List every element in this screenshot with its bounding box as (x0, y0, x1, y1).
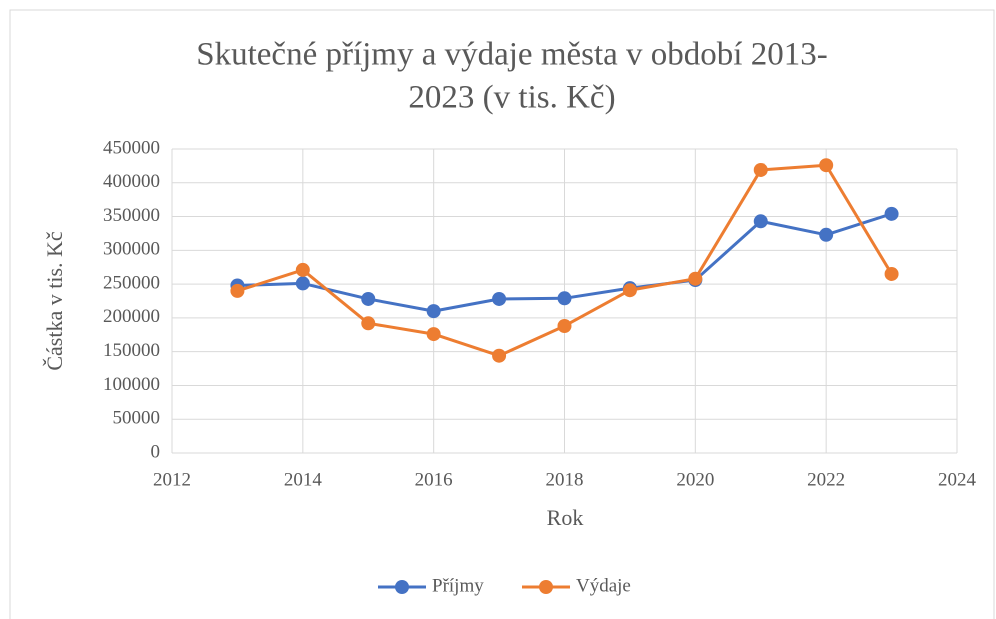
chart-frame (9, 9, 995, 619)
x-tick-label: 2022 (807, 469, 845, 490)
marker (426, 327, 441, 342)
y-tick-label: 350000 (103, 205, 160, 226)
x-tick-label: 2018 (546, 469, 584, 490)
legend-marker (395, 580, 409, 594)
x-tick-label: 2012 (153, 469, 191, 490)
marker (295, 276, 310, 291)
marker (557, 291, 572, 306)
marker (753, 214, 768, 229)
marker (230, 283, 245, 298)
marker (622, 283, 637, 298)
chart-title: Skutečné příjmy a výdaje města v období … (196, 37, 827, 73)
y-tick-label: 300000 (103, 239, 160, 260)
y-tick-label: 0 (151, 441, 161, 462)
y-tick-label: 100000 (103, 374, 160, 395)
x-tick-label: 2020 (676, 469, 714, 490)
y-tick-label: 200000 (103, 306, 160, 327)
marker (361, 316, 376, 331)
marker (819, 158, 834, 173)
y-tick-label: 450000 (103, 137, 160, 158)
x-tick-label: 2014 (284, 469, 323, 490)
marker (884, 206, 899, 221)
marker (819, 227, 834, 242)
y-tick-label: 50000 (113, 408, 161, 429)
marker (295, 262, 310, 277)
legend-label: Výdaje (576, 575, 631, 596)
marker (557, 318, 572, 333)
marker (492, 291, 507, 306)
legend-label: Příjmy (432, 575, 484, 596)
y-tick-label: 400000 (103, 171, 160, 192)
y-tick-label: 250000 (103, 272, 160, 293)
x-tick-label: 2016 (415, 469, 453, 490)
y-axis-label: Částka v tis. Kč (42, 231, 67, 371)
marker (753, 162, 768, 177)
x-axis-label: Rok (547, 505, 584, 530)
marker (361, 291, 376, 306)
marker (492, 348, 507, 363)
marker (688, 271, 703, 286)
marker (884, 266, 899, 281)
marker (426, 304, 441, 319)
y-tick-label: 150000 (103, 340, 160, 361)
x-tick-label: 2024 (938, 469, 977, 490)
chart-title: 2023 (v tis. Kč) (408, 80, 615, 116)
legend-marker (539, 580, 553, 594)
